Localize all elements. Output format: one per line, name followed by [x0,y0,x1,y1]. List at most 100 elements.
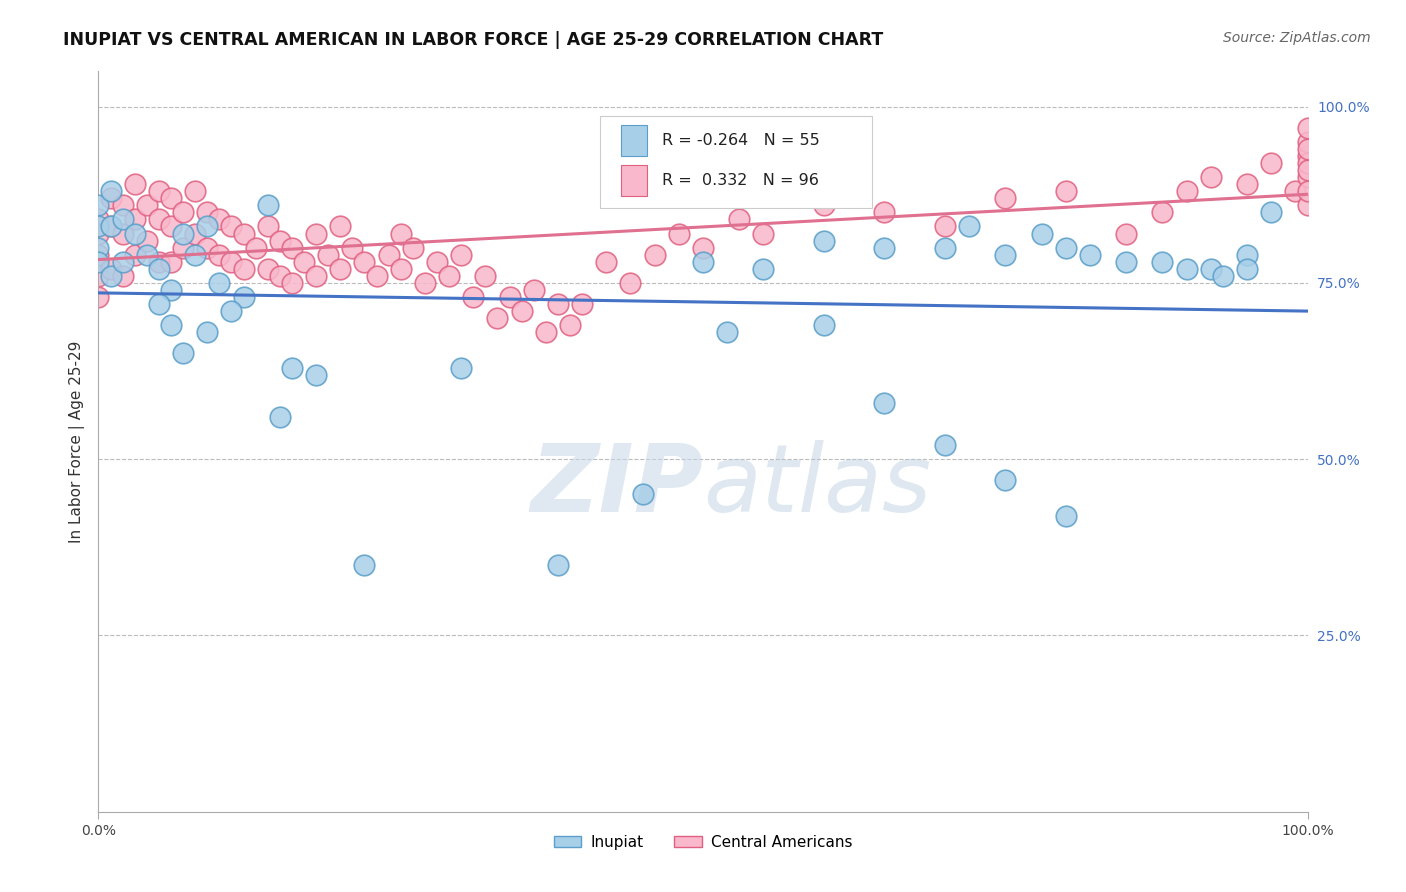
Point [148,297,170,311]
Point [232,261,254,276]
Point [571,297,593,311]
Point [631,487,654,501]
Point [184,184,207,198]
Point [87,212,110,227]
Point [1152,205,1174,219]
Point [135,234,157,248]
Point [1054,184,1077,198]
Legend: Inupiat, Central Americans: Inupiat, Central Americans [547,829,859,856]
Point [619,276,641,290]
Point [1199,261,1222,276]
Point [87,219,110,234]
Point [160,219,183,234]
Point [1236,248,1258,262]
Point [87,248,110,262]
Text: Source: ZipAtlas.com: Source: ZipAtlas.com [1223,31,1371,45]
Point [873,396,896,410]
Point [148,254,170,268]
Point [184,227,207,241]
Point [100,219,122,234]
Point [148,212,170,227]
Point [1296,156,1319,170]
Point [873,241,896,255]
Point [1152,254,1174,268]
Point [377,248,399,262]
Point [232,227,254,241]
Point [148,184,170,198]
Point [510,304,533,318]
Point [1054,241,1077,255]
Point [437,268,460,283]
Point [195,325,218,339]
Point [1284,184,1306,198]
Point [269,234,291,248]
Point [934,219,956,234]
Point [474,268,496,283]
Point [87,254,110,268]
Point [195,241,218,255]
Point [813,234,835,248]
Point [281,276,304,290]
Point [329,261,352,276]
Point [1199,170,1222,185]
Point [135,248,157,262]
Point [256,219,278,234]
Point [124,212,146,227]
Point [366,268,388,283]
Point [752,261,775,276]
Point [547,558,569,572]
Point [547,297,569,311]
Point [111,254,134,268]
Point [160,254,183,268]
Point [100,184,122,198]
Point [389,261,412,276]
Text: R = -0.264   N = 55: R = -0.264 N = 55 [662,133,820,148]
Point [124,248,146,262]
Point [402,241,425,255]
Point [813,318,835,333]
Point [148,261,170,276]
Point [87,227,110,241]
Point [160,191,183,205]
Point [160,318,183,333]
Point [934,241,956,255]
Point [353,254,375,268]
Point [256,261,278,276]
Point [498,290,520,304]
Point [87,241,110,255]
Point [994,248,1017,262]
Point [692,241,714,255]
Text: INUPIAT VS CENTRAL AMERICAN IN LABOR FORCE | AGE 25-29 CORRELATION CHART: INUPIAT VS CENTRAL AMERICAN IN LABOR FOR… [63,31,883,49]
Point [221,254,243,268]
Point [1296,135,1319,149]
Point [111,198,134,212]
Point [486,311,509,326]
Point [426,254,449,268]
Point [172,241,194,255]
Point [208,212,231,227]
Point [692,254,714,268]
Point [1115,254,1137,268]
Point [281,360,304,375]
Point [1296,120,1319,135]
Point [342,241,364,255]
Point [1236,261,1258,276]
Point [994,191,1017,205]
Point [100,261,122,276]
Point [1296,142,1319,156]
Point [873,205,896,219]
Point [752,227,775,241]
Point [1175,261,1198,276]
Bar [621,125,647,156]
Point [994,473,1017,487]
FancyBboxPatch shape [600,116,872,209]
Point [523,283,546,297]
Point [1296,163,1319,178]
Point [208,276,231,290]
Point [1236,177,1258,191]
Point [934,438,956,452]
Point [1115,227,1137,241]
Point [172,205,194,219]
Point [124,177,146,191]
Point [353,558,375,572]
